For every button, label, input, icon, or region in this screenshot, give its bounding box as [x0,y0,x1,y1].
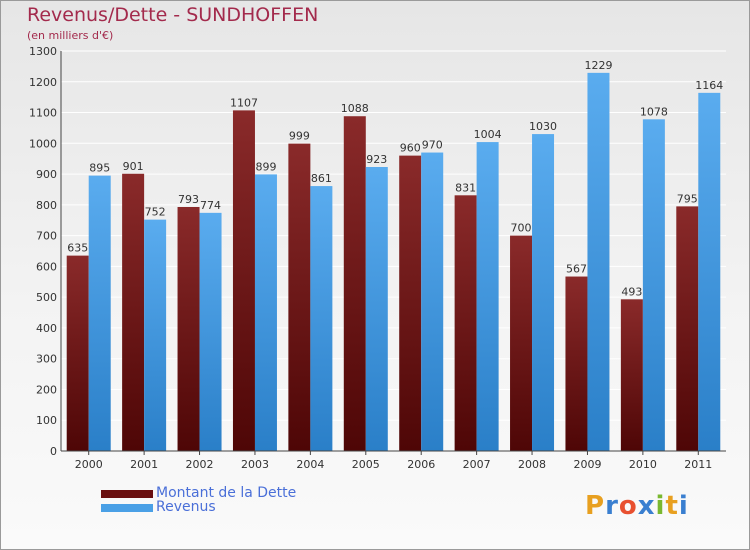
bar-dette [399,155,422,451]
x-tick-label: 2008 [518,458,546,471]
bar-revenus [698,92,721,451]
bar-dette [676,206,699,451]
data-label: 1004 [474,128,502,141]
chart-subtitle: (en milliers d'€) [27,29,114,42]
data-label: 1164 [695,79,723,92]
data-label: 960 [400,142,421,155]
y-tick-label: 800 [36,199,57,212]
x-tick-label: 2000 [75,458,103,471]
data-label: 895 [89,162,110,175]
x-tick-label: 2011 [684,458,712,471]
data-label: 901 [123,160,144,173]
data-label: 899 [255,160,276,173]
data-label: 970 [422,139,443,152]
legend-swatch-dette [101,490,153,498]
axes: 0 100 200 300 400 500 600 700 800 900 1000 1100 1200… [29,45,726,471]
logo-letter: o [618,491,638,521]
bar-revenus [310,186,333,452]
bar-revenus [587,72,610,451]
y-tick-label: 1000 [29,137,57,150]
y-tick-label: 100 [36,414,57,427]
x-tick-label: 2002 [186,458,214,471]
logo-letter: i [655,491,666,521]
data-label: 999 [289,130,310,143]
x-tick-label: 2006 [407,458,435,471]
data-label: 1030 [529,120,557,133]
bar-revenus [144,219,167,451]
y-tick-label: 600 [36,260,57,273]
legend-label-dette: Montant de la Dette [156,485,297,501]
x-tick-label: 2004 [296,458,324,471]
bar-dette [510,235,533,451]
proxiti-logo: Proxiti [585,491,689,521]
data-label: 861 [311,172,332,185]
bar-dette [232,110,255,451]
x-tick-label: 2003 [241,458,269,471]
bar-dette [122,173,145,451]
y-tick-label: 1200 [29,76,57,89]
bar-revenus [254,174,277,451]
bar-revenus [476,142,499,452]
bar-revenus [421,152,444,452]
bar-dette [454,195,477,451]
y-tick-label: 900 [36,168,57,181]
bar-revenus [532,134,555,452]
data-label: 793 [178,193,199,206]
bars [66,72,721,452]
x-tick-label: 2009 [573,458,601,471]
y-tick-label: 300 [36,353,57,366]
chart-title: Revenus/Dette - SUNDHOFFEN [27,4,319,26]
y-tick-label: 1300 [29,45,57,58]
logo-letter: x [637,491,656,521]
data-label: 831 [455,181,476,194]
legend-label-revenus: Revenus [156,499,216,515]
y-tick-label: 400 [36,322,57,335]
data-label: 493 [621,285,642,298]
y-tick-label: 500 [36,291,57,304]
data-label: 923 [366,153,387,166]
bar-revenus [642,119,665,452]
logo-letter: P [585,491,606,521]
data-label: 1088 [341,102,369,115]
data-label: 567 [566,263,587,276]
legend-swatch-revenus [101,504,153,512]
x-tick-label: 2010 [629,458,657,471]
x-tick-label: 2007 [463,458,491,471]
logo-letter: i [678,491,689,521]
data-label: 635 [67,242,88,255]
grid-lines [61,50,726,452]
bar-revenus [365,167,388,451]
bar-revenus [88,175,111,451]
data-label: 1107 [230,96,258,109]
bar-revenus [199,212,222,451]
y-tick-label: 200 [36,383,57,396]
data-label: 752 [145,206,166,219]
data-labels: 635 895 901 752 793 774 1107 899 999 861 1088 923 96… [67,59,723,298]
data-label: 700 [511,222,532,235]
bar-dette [288,143,311,451]
x-tick-label: 2001 [130,458,158,471]
y-tick-label: 0 [50,445,57,458]
data-label: 774 [200,199,221,212]
data-label: 795 [677,192,698,205]
data-label: 1078 [640,105,668,118]
y-tick-label: 1100 [29,107,57,120]
bar-dette [66,255,89,451]
x-tick-label: 2005 [352,458,380,471]
bar-dette [565,276,588,451]
logo-letter: t [665,491,679,521]
data-label: 1229 [584,59,612,72]
bar-dette [620,299,643,451]
bar-dette [177,207,200,451]
y-tick-label: 700 [36,230,57,243]
logo-letter: r [605,491,619,521]
bar-dette [343,116,366,451]
